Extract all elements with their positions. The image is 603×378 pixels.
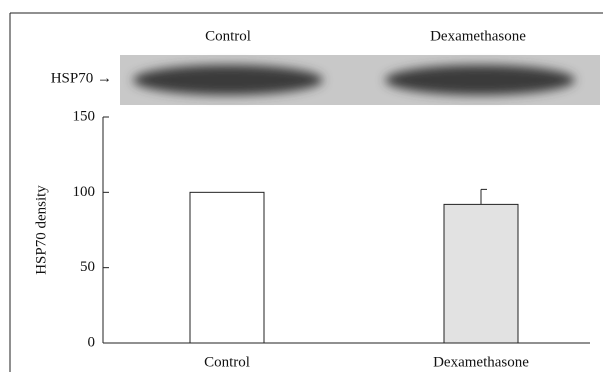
chart: HSP70 → Control Dexamethasone HSP70 dens… bbox=[0, 0, 603, 378]
y-tick-label: 150 bbox=[73, 108, 96, 124]
y-tick-label: 50 bbox=[80, 259, 95, 275]
y-tick-label: 0 bbox=[88, 334, 96, 350]
lane-label: Dexamethasone bbox=[430, 28, 526, 44]
y-axis-label: HSP70 density bbox=[33, 185, 49, 275]
bar bbox=[190, 192, 264, 343]
blot-label: HSP70 → bbox=[51, 70, 112, 86]
x-tick-label: Control bbox=[204, 354, 250, 370]
y-tick-label: 100 bbox=[73, 184, 96, 200]
bar bbox=[444, 204, 518, 343]
lane-label: Control bbox=[205, 28, 251, 44]
x-tick-label: Dexamethasone bbox=[433, 354, 529, 370]
error-bar bbox=[481, 189, 487, 204]
blot-image bbox=[120, 55, 600, 105]
